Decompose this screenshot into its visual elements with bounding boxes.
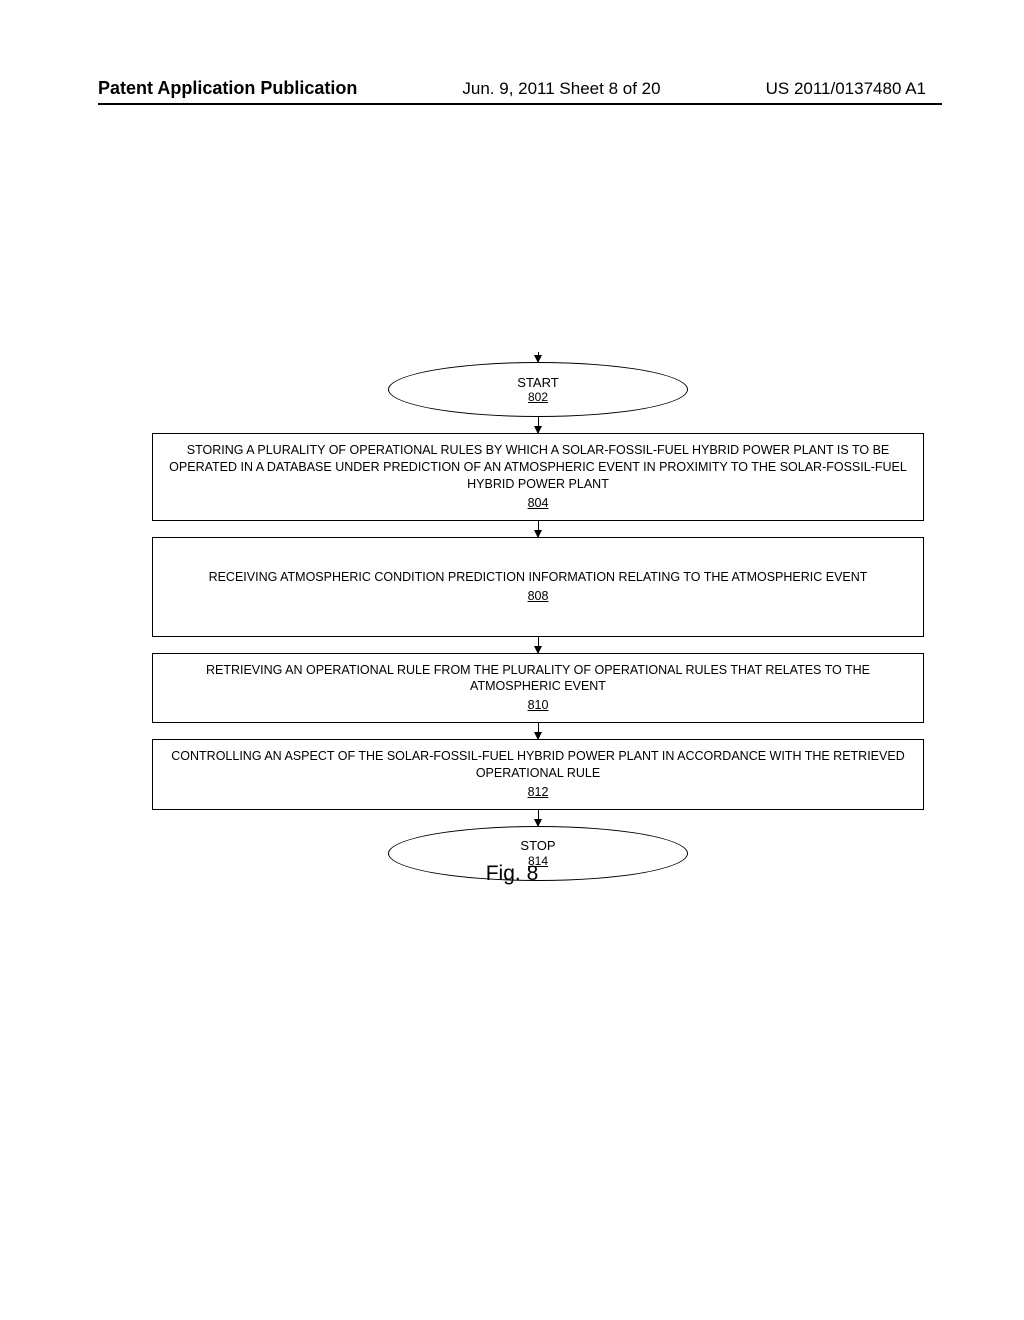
arrow-5 xyxy=(538,810,539,826)
figure-caption: Fig. 8 xyxy=(0,862,1024,886)
arrow-4 xyxy=(538,723,539,739)
process-812-number: 812 xyxy=(528,784,549,801)
page-header: Patent Application Publication Jun. 9, 2… xyxy=(0,78,1024,99)
process-808: RECEIVING ATMOSPHERIC CONDITION PREDICTI… xyxy=(152,537,924,637)
process-810: RETRIEVING AN OPERATIONAL RULE FROM THE … xyxy=(152,653,924,724)
process-804-text: STORING A PLURALITY OF OPERATIONAL RULES… xyxy=(163,442,913,493)
arrow-1 xyxy=(538,417,539,433)
terminal-start: START 802 xyxy=(388,362,688,417)
flowchart-fig8: START 802 STORING A PLURALITY OF OPERATI… xyxy=(152,355,924,881)
process-804-number: 804 xyxy=(528,495,549,512)
arrow-2 xyxy=(538,521,539,537)
terminal-start-number: 802 xyxy=(528,390,548,404)
process-812-text: CONTROLLING AN ASPECT OF THE SOLAR-FOSSI… xyxy=(163,748,913,782)
process-810-number: 810 xyxy=(528,697,549,714)
arrow-3 xyxy=(538,637,539,653)
terminal-stop-label: STOP xyxy=(520,838,555,854)
header-center: Jun. 9, 2011 Sheet 8 of 20 xyxy=(462,79,660,99)
arrow-into-start xyxy=(538,352,539,362)
terminal-start-label: START xyxy=(517,375,558,391)
process-804: STORING A PLURALITY OF OPERATIONAL RULES… xyxy=(152,433,924,521)
header-right: US 2011/0137480 A1 xyxy=(766,79,926,99)
process-812: CONTROLLING AN ASPECT OF THE SOLAR-FOSSI… xyxy=(152,739,924,810)
process-808-number: 808 xyxy=(528,588,549,605)
header-divider xyxy=(98,103,942,105)
header-left: Patent Application Publication xyxy=(98,78,357,99)
process-810-text: RETRIEVING AN OPERATIONAL RULE FROM THE … xyxy=(163,662,913,696)
process-808-text: RECEIVING ATMOSPHERIC CONDITION PREDICTI… xyxy=(209,569,868,586)
